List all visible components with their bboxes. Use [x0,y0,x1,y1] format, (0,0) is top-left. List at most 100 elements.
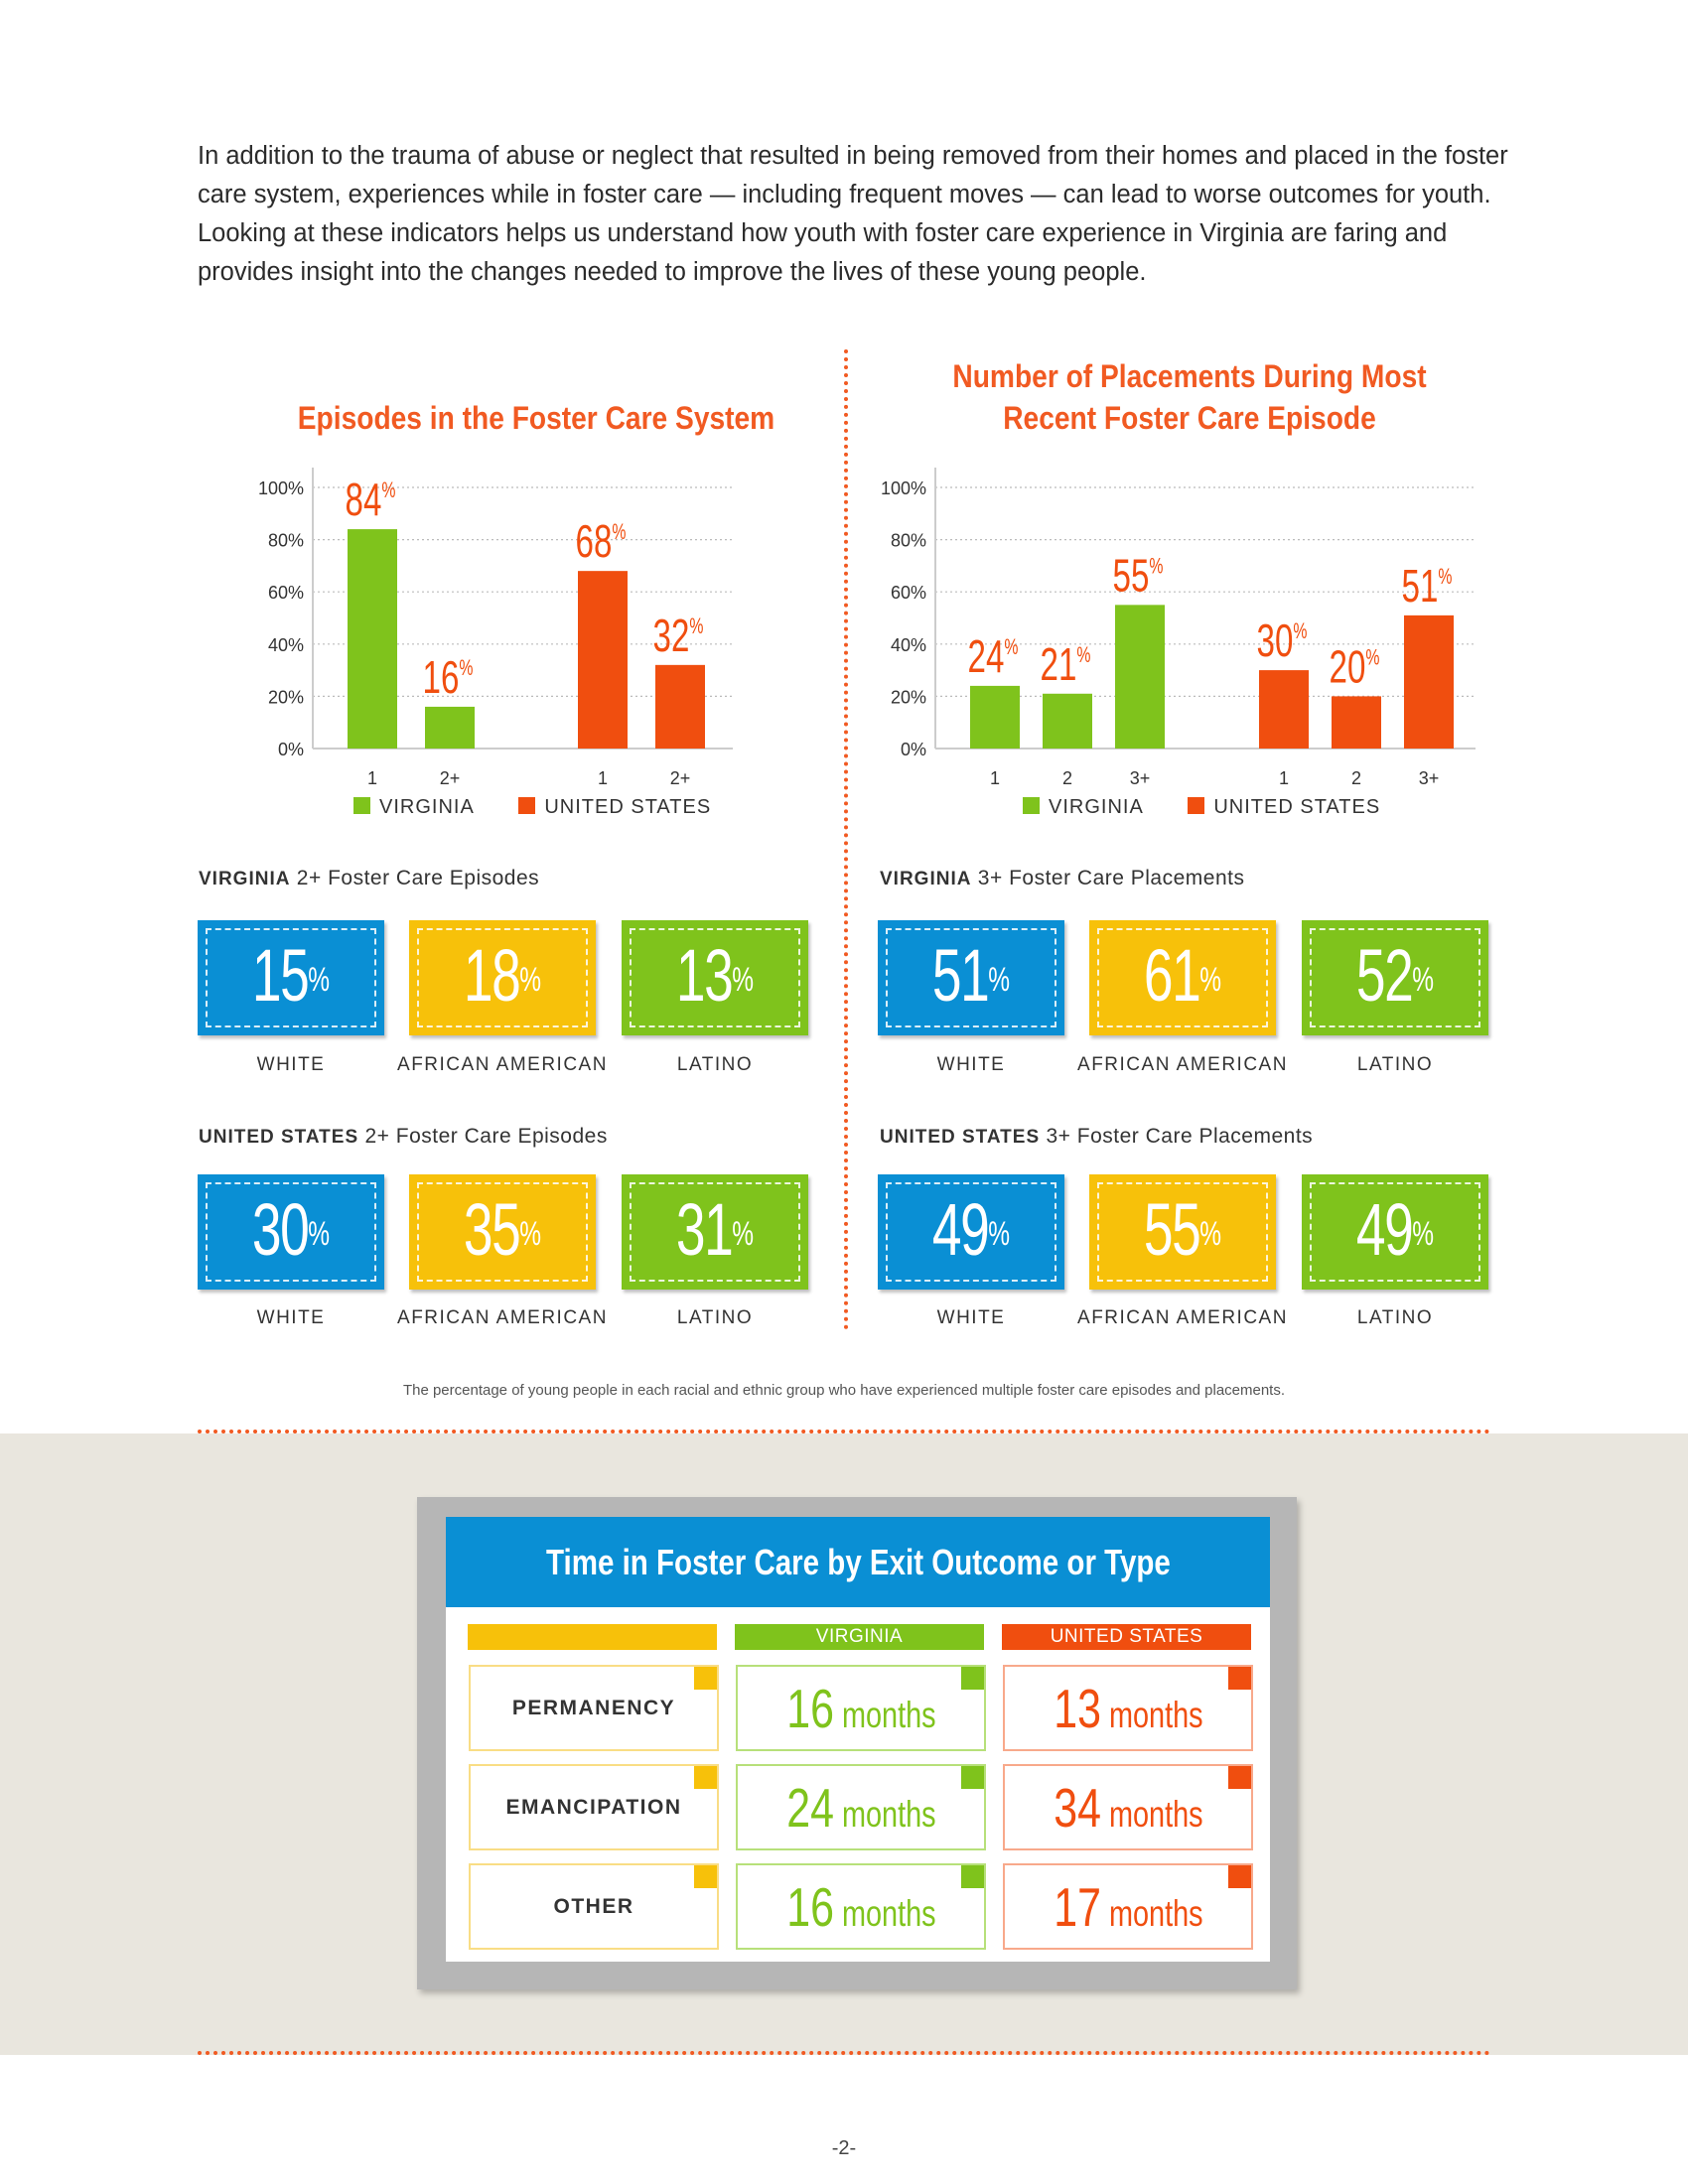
stamp-number: 61 [1144,934,1199,1017]
x-tick-label: 2+ [440,768,461,788]
row-label-cell: EMANCIPATION [469,1764,719,1850]
bottom-dotted-rule [198,2051,1490,2055]
data-label: 68% [576,517,627,567]
x-tick-label: 1 [367,768,377,788]
months-unit: months [1109,1695,1203,1735]
episodes-legend: VIRGINIA UNITED STATES [353,796,749,819]
data-label: 32% [653,612,704,661]
stamp-number: 30 [252,1188,308,1271]
months-number: 24 [786,1777,834,1839]
table-title: Time in Foster Care by Exit Outcome or T… [446,1517,1270,1607]
stamp-value: 49% [904,1188,1038,1272]
months-unit: months [1109,1893,1203,1934]
months-value: 24 months [786,1776,935,1840]
x-tick-label: 3+ [1419,768,1440,788]
cell-text: 24 months [738,1766,984,1848]
bar [1115,605,1165,749]
data-label: 55% [1113,551,1164,601]
legend-united-states: UNITED STATES [518,796,711,819]
bar [1043,694,1092,749]
cell-text: 17 months [1005,1865,1251,1948]
y-tick-label: 0% [901,740,926,759]
label-african-american: AFRICAN AMERICAN [1063,1307,1302,1329]
months-number: 16 [786,1876,834,1938]
placements-legend: VIRGINIA UNITED STATES [1023,796,1418,819]
data-label-percent: % [1004,636,1018,660]
page-number: -2- [0,2137,1688,2160]
top-dotted-rule [198,1430,1490,1433]
row-label: EMANCIPATION [505,1796,681,1820]
x-tick-label: 2 [1351,768,1361,788]
label-latino: LATINO [596,1054,834,1076]
stamp-us-episodes-african-american: 35% [409,1174,596,1290]
months-number: 16 [786,1678,834,1739]
data-label-percent: % [1293,620,1307,644]
bar [1404,615,1454,749]
stamp-value: 30% [223,1188,357,1272]
label-white: WHITE [172,1307,410,1329]
y-tick-label: 100% [881,478,926,498]
percent-sign: % [988,1215,1010,1253]
percent-sign: % [1412,961,1434,999]
legend-label-united-states: UNITED STATES [544,796,711,818]
heading-rest: 2+ Foster Care Episodes [290,867,539,889]
placements-title-line-2: Recent Foster Care Episode [875,397,1504,439]
data-label: 84% [346,476,396,525]
heading-bold: UNITED STATES [199,1127,358,1148]
placements-title-line-1: Number of Placements During Most [875,355,1504,397]
label-latino: LATINO [596,1307,834,1329]
data-label: 21% [1041,640,1091,690]
y-tick-label: 80% [268,531,304,551]
months-value: 17 months [1054,1875,1202,1939]
legend-united-states: UNITED STATES [1188,796,1380,819]
stamp-number: 55 [1144,1188,1199,1271]
table-title-text: Time in Foster Care by Exit Outcome or T… [546,1517,1171,1607]
label-latino: LATINO [1276,1307,1514,1329]
stamp-va-episodes-latino: 13% [622,920,808,1035]
months-unit: months [842,1794,936,1835]
heading-bold: VIRGINIA [880,869,971,889]
legend-label-united-states: UNITED STATES [1213,796,1380,818]
y-tick-label: 60% [268,583,304,603]
label-white: WHITE [852,1054,1090,1076]
percent-sign: % [519,1215,541,1253]
stamp-value: 55% [1115,1188,1249,1272]
x-tick-label: 1 [990,768,1000,788]
cell-text: PERMANENCY [471,1667,717,1749]
va-placements-heading: VIRGINIA 3+ Foster Care Placements [880,867,1244,890]
legend-label-virginia: VIRGINIA [379,796,475,818]
heading-rest: 2+ Foster Care Episodes [358,1125,608,1148]
bar [348,529,397,749]
cell-text: 16 months [738,1865,984,1948]
va-episodes-heading: VIRGINIA 2+ Foster Care Episodes [199,867,539,890]
row-label: PERMANENCY [512,1697,675,1720]
label-latino: LATINO [1276,1054,1514,1076]
cell-text: 16 months [738,1667,984,1749]
percent-sign: % [1199,961,1221,999]
stamp-number: 51 [932,934,988,1017]
heading-bold: VIRGINIA [199,869,290,889]
episodes-chart-title: Episodes in the Foster Care System [221,397,851,439]
stamp-number: 18 [464,934,519,1017]
data-label: 24% [968,632,1019,682]
vertical-dotted-divider [844,349,848,1330]
data-label: 20% [1330,642,1380,692]
virginia-cell: 24 months [736,1764,986,1850]
stamp-number: 13 [676,934,732,1017]
row-label: OTHER [554,1895,634,1919]
label-white: WHITE [852,1307,1090,1329]
stamp-value: 49% [1328,1188,1462,1272]
data-label: 16% [423,653,474,703]
stamp-value: 51% [904,934,1038,1018]
us-episodes-heading: UNITED STATES 2+ Foster Care Episodes [199,1125,608,1149]
cell-text: EMANCIPATION [471,1766,717,1848]
x-tick-label: 1 [1279,768,1289,788]
heading-bold: UNITED STATES [880,1127,1040,1148]
legend-virginia: VIRGINIA [353,796,475,819]
y-tick-label: 100% [258,478,304,498]
stamp-us-placements-white: 49% [878,1174,1064,1290]
bar [425,707,475,749]
x-tick-label: 1 [598,768,608,788]
row-label-cell: PERMANENCY [469,1665,719,1751]
legend-swatch-united-states [518,797,535,814]
